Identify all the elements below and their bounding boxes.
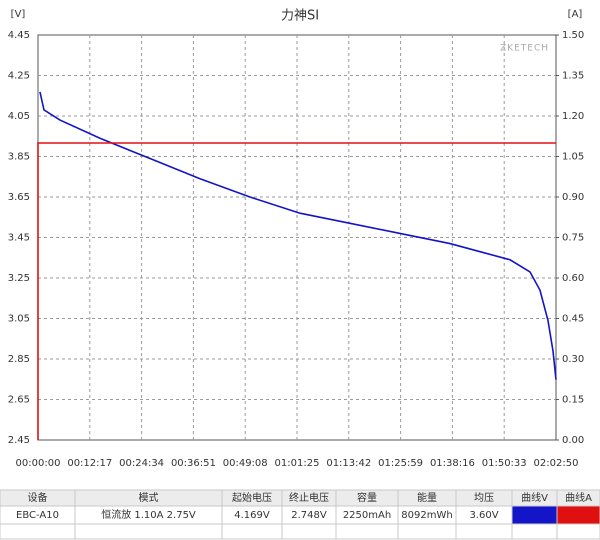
x-tick-label: 01:38:16 bbox=[430, 458, 475, 469]
y-unit: [V] bbox=[11, 9, 26, 20]
x-tick-label: 01:01:25 bbox=[275, 458, 320, 469]
x-tick-label: 00:36:51 bbox=[171, 458, 216, 469]
y-tick-label: 4.25 bbox=[8, 71, 30, 82]
table-cell bbox=[335, 523, 399, 540]
y-tick-label: 3.45 bbox=[8, 233, 30, 244]
y-tick-label: 3.05 bbox=[8, 314, 30, 325]
table-cell-text: 4.169V bbox=[234, 510, 270, 521]
y2-tick-label: 0.90 bbox=[562, 192, 584, 203]
table-cell-text: 3.60V bbox=[469, 510, 498, 521]
table-cell-text: EBC-A10 bbox=[16, 510, 59, 521]
legend-swatch bbox=[511, 505, 558, 525]
table-cell bbox=[556, 523, 600, 540]
y-tick-label: 3.25 bbox=[8, 273, 30, 284]
table-cell bbox=[221, 523, 283, 540]
table-header: 均压 bbox=[474, 492, 494, 504]
y-tick-label: 2.85 bbox=[8, 354, 30, 365]
table-cell bbox=[0, 523, 76, 540]
y2-tick-label: 0.00 bbox=[562, 435, 584, 446]
table-cell bbox=[74, 523, 223, 540]
x-tick-label: 02:02:50 bbox=[534, 458, 579, 469]
table-header: 曲线V bbox=[521, 491, 548, 504]
y-tick-label: 2.65 bbox=[8, 395, 30, 406]
y-tick-label: 4.05 bbox=[8, 111, 30, 122]
table-header: 起始电压 bbox=[232, 491, 272, 504]
y2-tick-label: 0.75 bbox=[562, 233, 584, 244]
y-tick-label: 2.45 bbox=[8, 435, 30, 446]
series-line bbox=[37, 142, 556, 440]
y-tick-label: 3.85 bbox=[8, 152, 30, 163]
table-header: 设备 bbox=[28, 491, 48, 504]
table-header: 终止电压 bbox=[289, 491, 329, 504]
x-tick-label: 01:13:42 bbox=[326, 458, 371, 469]
y2-tick-label: 0.15 bbox=[562, 395, 584, 406]
table-header: 容量 bbox=[357, 491, 377, 504]
table-cell bbox=[455, 523, 513, 540]
x-tick-label: 00:24:34 bbox=[119, 458, 164, 469]
x-tick-label: 01:25:59 bbox=[378, 458, 423, 469]
y2-unit: [A] bbox=[568, 9, 583, 20]
table-cell bbox=[511, 523, 558, 540]
y2-tick-label: 0.30 bbox=[562, 354, 584, 365]
x-tick-label: 01:50:33 bbox=[482, 458, 527, 469]
x-tick-label: 00:00:00 bbox=[16, 458, 61, 469]
watermark: ZKETECH bbox=[500, 44, 549, 54]
table-cell-text: 8092mWh bbox=[401, 510, 452, 521]
table-cell-text: 2.748V bbox=[291, 510, 327, 521]
y-tick-label: 3.65 bbox=[8, 192, 30, 203]
table-header: 能量 bbox=[417, 491, 437, 504]
table-cell-text: 恒流放 1.10A 2.75V bbox=[101, 508, 196, 521]
table-header: 模式 bbox=[139, 491, 159, 504]
y2-tick-label: 1.05 bbox=[562, 152, 584, 163]
chart-title: 力神SI bbox=[281, 9, 319, 24]
table-cell-text: 2250mAh bbox=[343, 510, 391, 521]
y2-tick-label: 0.60 bbox=[562, 273, 584, 284]
table-cell bbox=[397, 523, 457, 540]
table-cell bbox=[281, 523, 337, 540]
x-tick-label: 00:49:08 bbox=[223, 458, 268, 469]
y2-tick-label: 0.45 bbox=[562, 314, 584, 325]
y2-tick-label: 1.35 bbox=[562, 71, 584, 82]
y-tick-label: 4.45 bbox=[8, 30, 30, 41]
y2-tick-label: 1.50 bbox=[562, 30, 584, 41]
legend-swatch bbox=[556, 505, 600, 525]
x-tick-label: 00:12:17 bbox=[67, 458, 112, 469]
series-line bbox=[39, 91, 557, 380]
y2-tick-label: 1.20 bbox=[562, 111, 584, 122]
table-header: 曲线A bbox=[565, 491, 592, 504]
